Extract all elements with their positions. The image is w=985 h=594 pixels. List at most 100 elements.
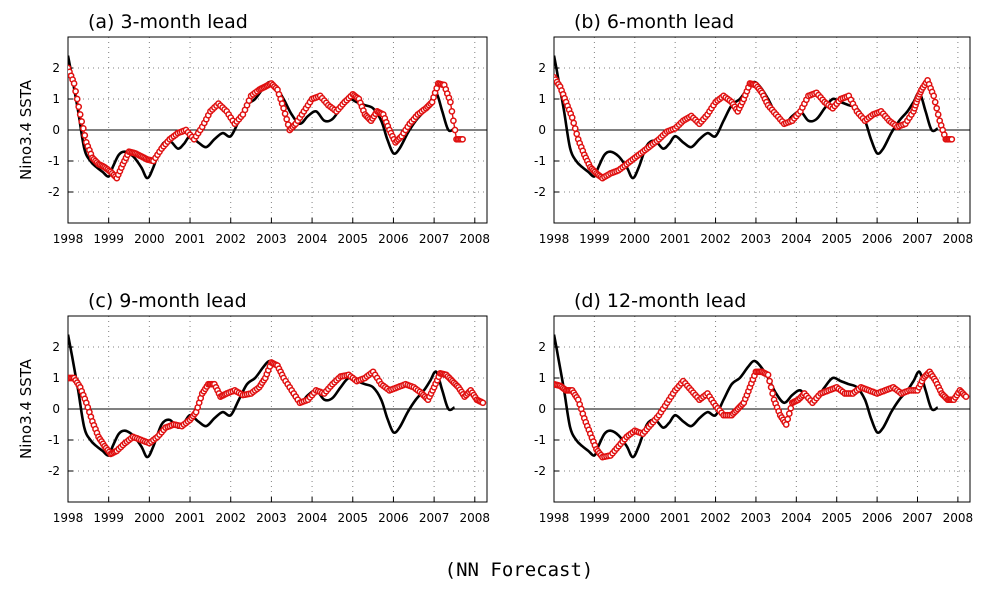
observed-line	[68, 334, 456, 459]
panel-title: (a) 3-month lead	[88, 11, 248, 33]
x-tick-label: 2002	[700, 232, 731, 246]
forecast-point	[448, 108, 456, 115]
forecast-point	[782, 421, 790, 428]
x-tick-label: 1998	[539, 511, 570, 525]
forecast-point	[459, 135, 466, 143]
x-tick-label: 2000	[134, 511, 165, 525]
series-group	[68, 334, 487, 459]
y-tick-label: 1	[52, 92, 60, 106]
panel-title: (c) 9-month lead	[88, 290, 247, 312]
forecast-point	[785, 410, 793, 417]
panel-title: (d) 12-month lead	[574, 290, 746, 312]
x-tick-label: 1999	[579, 511, 610, 525]
y-tick-label: -1	[534, 154, 546, 168]
forecast-point	[784, 415, 792, 423]
forecast-point	[70, 80, 78, 87]
y-tick-label: 0	[52, 123, 60, 137]
y-tick-label: 0	[538, 402, 546, 416]
forecast-point	[769, 390, 776, 397]
y-axis-label: Nino3.4 SSTA	[17, 358, 35, 459]
x-tick-label: 2004	[297, 232, 328, 246]
x-tick-label: 1998	[53, 511, 84, 525]
y-tick-label: -1	[48, 154, 60, 168]
y-tick-label: 2	[52, 61, 60, 75]
x-tick-label: 2002	[215, 232, 246, 246]
forecast-line	[554, 370, 967, 458]
observed-line	[68, 55, 456, 180]
forecast-point	[767, 383, 775, 391]
forecast-point	[571, 125, 579, 132]
forecast-line	[554, 76, 952, 179]
x-tick-label: 2001	[660, 511, 691, 525]
y-tick-label: 2	[52, 340, 60, 354]
forecast-point	[280, 104, 287, 112]
y-tick-label: 0	[538, 123, 546, 137]
x-tick-label: 2005	[337, 232, 368, 246]
panel-title: (b) 6-month lead	[574, 11, 734, 33]
x-tick-label: 2001	[175, 511, 206, 525]
forecast-point	[787, 404, 795, 412]
x-tick-label: 2000	[620, 232, 651, 246]
forecast-point	[281, 110, 289, 118]
y-tick-label: -2	[534, 464, 546, 478]
forecast-point	[934, 111, 942, 118]
observed-line	[554, 334, 939, 459]
x-tick-label: 2006	[862, 232, 893, 246]
chart-panel-0: 1998 1999 2000 2001 2002 2003 2004 2005 2006 2007…	[17, 11, 490, 246]
series-group	[68, 55, 466, 182]
x-tick-label: 2004	[781, 232, 812, 246]
forecast-point	[79, 125, 87, 132]
observed-line	[554, 55, 939, 180]
x-tick-label: 2000	[620, 511, 651, 525]
forecast-point	[568, 114, 576, 121]
forecast-point	[81, 132, 89, 139]
x-tick-label: 2002	[215, 511, 246, 525]
forecast-point	[930, 92, 938, 100]
x-tick-label: 2001	[175, 232, 206, 246]
x-tick-label: 2006	[862, 511, 893, 525]
x-tick-label: 2003	[741, 511, 772, 525]
x-tick-label: 2005	[821, 232, 852, 246]
y-tick-label: 1	[52, 371, 60, 385]
forecast-point	[447, 98, 454, 106]
chart-panel-3: 1998 1999 2000 2001 2002 2003 2004 2005 2006 2007…	[534, 290, 973, 525]
y-axis-label: Nino3.4 SSTA	[17, 79, 35, 180]
x-tick-label: 2003	[256, 511, 287, 525]
x-tick-label: 2004	[297, 511, 328, 525]
series-group	[554, 334, 970, 461]
forecast-point	[479, 399, 487, 407]
x-tick-label: 2003	[256, 232, 287, 246]
x-tick-label: 1998	[539, 232, 570, 246]
x-tick-label: 2007	[419, 232, 450, 246]
forecast-point	[766, 377, 773, 385]
forecast-point	[450, 117, 457, 125]
x-tick-label: 2007	[902, 511, 933, 525]
x-tick-label: 2000	[134, 232, 165, 246]
x-tick-label: 1998	[53, 232, 84, 246]
series-group	[554, 55, 956, 182]
x-tick-label: 1999	[93, 232, 124, 246]
forecast-point	[75, 103, 83, 111]
x-tick-label: 2003	[741, 232, 772, 246]
y-tick-label: -2	[48, 185, 60, 199]
forecast-point	[933, 104, 941, 112]
x-tick-label: 2001	[660, 232, 691, 246]
x-tick-label: 2006	[378, 511, 409, 525]
y-tick-label: 2	[538, 61, 546, 75]
y-tick-label: 1	[538, 92, 546, 106]
forecast-point	[78, 118, 86, 125]
y-tick-label: 2	[538, 340, 546, 354]
forecast-point	[962, 393, 970, 400]
forecast-point	[931, 98, 939, 106]
x-tick-label: 2006	[378, 232, 409, 246]
forecast-point	[451, 126, 459, 134]
x-tick-label: 1999	[93, 511, 124, 525]
chart-panel-2: 1998 1999 2000 2001 2002 2003 2004 2005 2006 2007…	[17, 290, 490, 525]
x-tick-label: 2008	[460, 232, 491, 246]
panels: 1998 1999 2000 2001 2002 2003 2004 2005 2006 2007…	[17, 11, 973, 525]
forecast-point	[72, 87, 79, 95]
x-tick-label: 2005	[821, 511, 852, 525]
x-tick-label: 2007	[419, 511, 450, 525]
footer-label: (NN Forecast)	[445, 559, 594, 581]
